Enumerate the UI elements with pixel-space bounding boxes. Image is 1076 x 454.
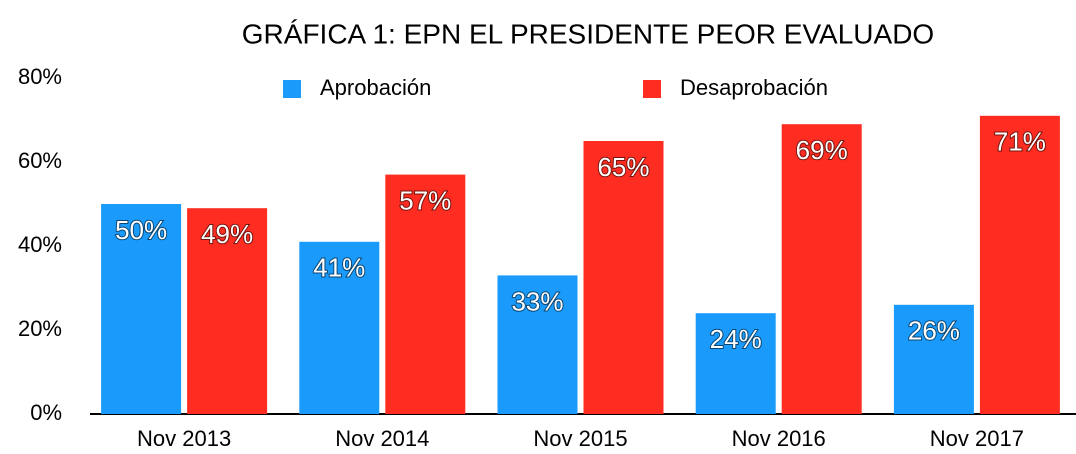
value-label: 49% [201, 219, 253, 249]
x-tick-label: Nov 2015 [533, 426, 627, 451]
bar [497, 275, 578, 414]
bar [979, 115, 1060, 415]
bar [695, 313, 776, 414]
value-label: 57% [399, 185, 451, 215]
y-tick-label: 20% [18, 316, 62, 341]
x-tick-label: Nov 2016 [732, 426, 826, 451]
y-tick-label: 80% [18, 64, 62, 89]
bar [299, 241, 380, 414]
bar [893, 304, 974, 414]
value-label: 26% [908, 316, 960, 346]
bar [583, 141, 664, 414]
y-tick-label: 40% [18, 232, 62, 257]
value-label: 50% [115, 215, 167, 245]
legend-swatch [643, 80, 661, 98]
value-label: 41% [313, 253, 365, 283]
value-label: 24% [710, 324, 762, 354]
value-label: 65% [597, 152, 649, 182]
value-label: 33% [511, 286, 563, 316]
chart-title: GRÁFICA 1: EPN EL PRESIDENTE PEOR EVALUA… [242, 18, 934, 49]
bar [385, 174, 466, 414]
bar [187, 208, 268, 414]
y-tick-label: 0% [30, 400, 62, 425]
value-label: 71% [994, 127, 1046, 157]
x-tick-label: Nov 2014 [335, 426, 429, 451]
x-tick-label: Nov 2013 [137, 426, 231, 451]
bar [781, 124, 862, 414]
value-label: 69% [796, 135, 848, 165]
bar [101, 204, 182, 414]
x-tick-label: Nov 2017 [930, 426, 1024, 451]
legend-label: Aprobación [320, 75, 431, 100]
legend-swatch [283, 80, 301, 98]
y-tick-label: 60% [18, 148, 62, 173]
legend-label: Desaprobación [680, 75, 828, 100]
